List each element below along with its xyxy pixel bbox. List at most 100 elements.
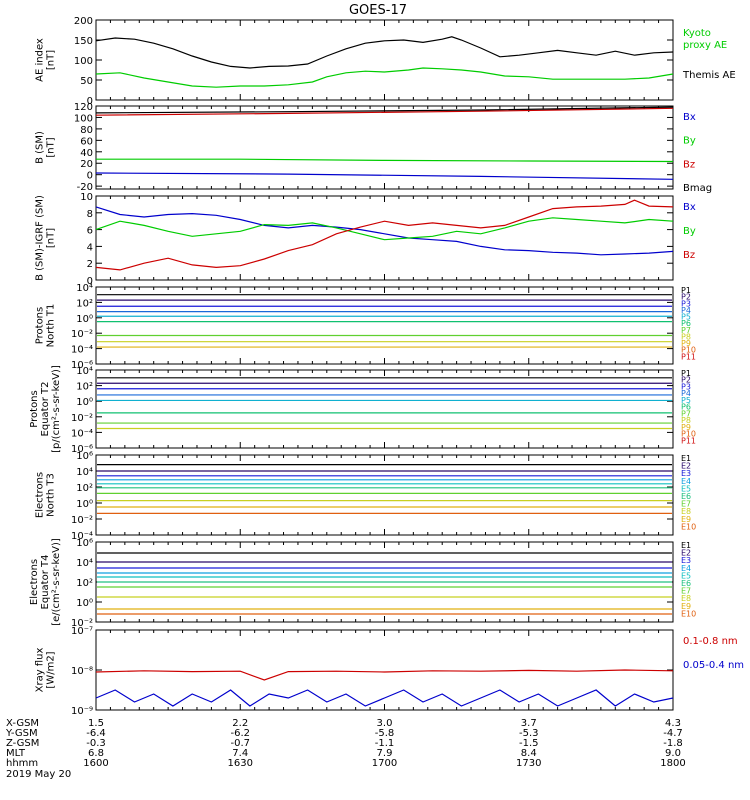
legend-p10: P10 xyxy=(681,346,696,355)
legend-p2: P2 xyxy=(681,293,691,302)
y-tick-label: 10⁻⁹ xyxy=(71,706,93,717)
footer-value: 7.9 xyxy=(377,748,393,759)
legend-p9: P9 xyxy=(681,339,691,348)
panel-frame xyxy=(95,105,674,190)
legend-e9: E9 xyxy=(681,515,691,524)
footer-value: 1.5 xyxy=(88,718,104,729)
panel-pnorth: 10⁻⁶ 10⁻⁴ 10⁻² 10⁰ 10² 10⁴ Protons North T1 P1P2… xyxy=(35,283,697,371)
panel-frame xyxy=(95,454,674,536)
panel-frame xyxy=(95,286,674,365)
series-by xyxy=(95,217,674,241)
panel-frame xyxy=(95,19,674,101)
footer-value: 8.4 xyxy=(521,748,537,759)
y-tick-label: 10⁻⁴ xyxy=(71,428,93,439)
footer-row-label: 2019 May 20 xyxy=(6,769,71,780)
y-axis-label-line: [e/(cm²-s-sr-keV)] xyxy=(51,538,62,626)
footer-value: -4.7 xyxy=(663,728,683,739)
y-axis-label: Electrons North T3 xyxy=(35,472,57,518)
legend-bz: Bz xyxy=(683,250,695,261)
y-tick-label: 200 xyxy=(74,16,93,27)
y-tick-label: 10⁻⁴ xyxy=(71,531,93,542)
y-tick-label: 10⁰ xyxy=(76,499,93,510)
panel-xray: 10⁻⁹ 10⁻⁸ 10⁻⁷ Xray flux [W/m2] 0.1-0.8 nm 0.0… xyxy=(35,626,745,717)
series-bx xyxy=(95,206,674,256)
footer-value: -0.7 xyxy=(230,738,250,749)
legend-e6: E6 xyxy=(681,579,691,588)
y-axis-label-line: B (SM)-IGRF (SM) xyxy=(35,195,46,281)
legend-e3: E3 xyxy=(681,556,691,565)
y-tick-label: 10⁻⁷ xyxy=(71,626,93,637)
footer-value: -6.2 xyxy=(230,728,250,739)
y-tick-label: 80 xyxy=(80,125,93,136)
y-axis-label-line: [W/m2] xyxy=(46,651,57,688)
footer-value: 2.2 xyxy=(232,718,248,729)
footer-value: -1.5 xyxy=(519,738,539,749)
footer-value: 1600 xyxy=(83,758,108,769)
y-tick-label: 10² xyxy=(76,483,93,494)
y-axis-label-line: [nT] xyxy=(46,50,57,70)
legend-kyoto: Kyoto xyxy=(683,28,711,39)
panel-eeq: 10⁻² 10⁰ 10² 10⁴ 10⁶ Electrons Equator T4 [e/(c… xyxy=(29,538,696,629)
footer-value: -5.3 xyxy=(519,728,539,739)
footer-value: -6.4 xyxy=(86,728,106,739)
y-tick-label: 10⁰ xyxy=(76,598,93,609)
plot-title: GOES-17 xyxy=(349,3,407,18)
footer-value: 9.0 xyxy=(665,748,681,759)
y-tick-label: 50 xyxy=(80,76,93,87)
footer-row-label: Z-GSM xyxy=(6,738,39,749)
series-bmag xyxy=(95,106,674,114)
y-tick-label: 20 xyxy=(80,159,93,170)
y-tick-label: 2 xyxy=(87,259,93,270)
legend-p4: P4 xyxy=(681,389,691,398)
y-axis-label-line: Equator T4 xyxy=(40,555,51,610)
y-axis-label-line: B (SM) xyxy=(35,131,46,164)
panel-bsmigrf: 0 2 4 6 8 10 B (SM)-IGRF (SM) [nT] Bx By Bz xyxy=(35,192,696,287)
legend-0-05-0-4-nm: 0.05-0.4 nm xyxy=(683,660,744,671)
y-axis-label-line: North T1 xyxy=(46,304,57,348)
y-tick-label: 10² xyxy=(76,578,93,589)
footer-value: -1.8 xyxy=(663,738,683,749)
footer-row-label: MLT xyxy=(6,748,26,759)
legend-p9: P9 xyxy=(681,423,691,432)
series-0-05-0-4-nm xyxy=(95,689,674,707)
footer-value: 1800 xyxy=(660,758,685,769)
legend-e4: E4 xyxy=(681,564,691,573)
y-tick-label: 6 xyxy=(87,226,93,237)
y-tick-label: -20 xyxy=(77,182,93,193)
legend-p5: P5 xyxy=(681,396,691,405)
legend-p5: P5 xyxy=(681,313,691,322)
legend-bx: Bx xyxy=(683,202,696,213)
legend-p2: P2 xyxy=(681,376,691,385)
legend-e10: E10 xyxy=(681,522,696,531)
y-tick-label: 10⁻⁶ xyxy=(71,444,93,455)
y-axis-label-line: [p/(cm²-s-sr-keV)] xyxy=(51,365,62,453)
y-tick-label: 10⁴ xyxy=(76,558,93,569)
y-axis-label-line: AE index xyxy=(35,38,46,82)
y-axis-label: Xray flux [W/m2] xyxy=(35,648,57,693)
footer-value: 1730 xyxy=(516,758,541,769)
footer-value: 3.0 xyxy=(377,718,393,729)
legend-p11: P11 xyxy=(681,352,696,361)
legend-p8: P8 xyxy=(681,416,691,425)
footer-value: 7.4 xyxy=(232,748,248,759)
series-bz xyxy=(95,199,674,271)
legend-e1: E1 xyxy=(681,454,691,463)
y-tick-label: 0 xyxy=(87,276,93,287)
y-tick-label: 40 xyxy=(80,148,93,159)
y-tick-label: 8 xyxy=(87,209,93,220)
legend-proxy-ae: proxy AE xyxy=(683,40,727,51)
legend-by: By xyxy=(683,136,696,147)
legend-e9: E9 xyxy=(681,602,691,611)
legend-p8: P8 xyxy=(681,332,691,341)
y-tick-label: 10⁻⁸ xyxy=(71,666,93,677)
series-themis-ae xyxy=(95,36,674,69)
legend-e7: E7 xyxy=(681,587,691,596)
legend-e1: E1 xyxy=(681,541,691,550)
legend-e3: E3 xyxy=(681,469,691,478)
legend-p3: P3 xyxy=(681,299,691,308)
legend-p6: P6 xyxy=(681,403,691,412)
y-tick-label: 10⁴ xyxy=(76,467,93,478)
